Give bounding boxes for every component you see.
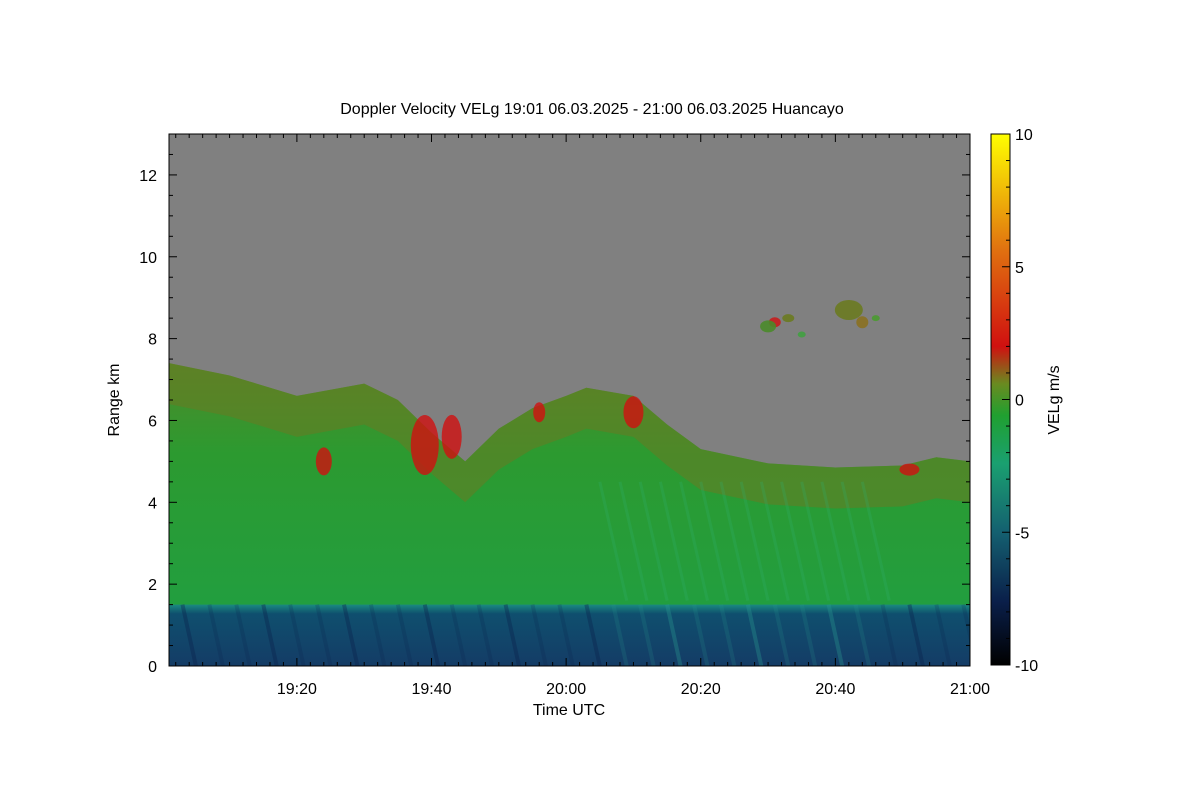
fall-streak <box>658 481 689 601</box>
x-axis: 19:20 19:40 20:00 20:20 20:40 21:00 <box>175 134 990 698</box>
y-tick-label: 4 <box>148 495 157 512</box>
fall-streak <box>780 481 810 601</box>
upper-echo <box>760 320 777 333</box>
surface-streak <box>476 604 495 666</box>
colorbar-tick-label: -5 <box>1015 525 1029 542</box>
fall-streak <box>860 481 891 601</box>
surface-streak <box>772 604 791 666</box>
surface-streak <box>826 604 845 666</box>
upper-echoes <box>760 299 880 338</box>
fall-streak <box>739 481 770 601</box>
upper-echo <box>797 331 806 338</box>
x-tick-label: 19:40 <box>411 681 451 698</box>
fall-streak <box>719 481 750 601</box>
x-tick-label: 20:00 <box>546 681 586 698</box>
surface-streak <box>638 604 656 666</box>
surface-streak <box>449 604 468 666</box>
y-axis-label: Range km <box>106 364 123 437</box>
fall-streak <box>598 481 629 601</box>
velocity-patch <box>533 402 546 423</box>
colorbar-tick-label: -10 <box>1015 658 1038 675</box>
chart-title: Doppler Velocity VELg 19:01 06.03.2025 -… <box>340 101 844 118</box>
velocity-patch <box>899 463 920 476</box>
x-tick-label: 20:40 <box>815 681 855 698</box>
surface-streak <box>934 604 952 666</box>
velocity-patch <box>441 414 462 459</box>
upper-echo <box>871 315 880 322</box>
surface-streak <box>368 604 387 666</box>
y-tick-label: 8 <box>148 332 157 349</box>
surface-streak <box>342 604 360 666</box>
y-tick-label: 0 <box>148 659 157 676</box>
surface-streak <box>853 604 871 666</box>
surface-streak <box>880 604 898 666</box>
surface-streak <box>692 604 710 666</box>
velocity-patch <box>410 415 439 476</box>
surface-streak <box>315 604 333 666</box>
near-surface-streaks <box>180 604 970 666</box>
colorbar-ticks: 10 5 0 -5 -10 <box>1002 127 1038 675</box>
cloud-echo-region <box>169 363 970 666</box>
colorbar-tick-label: 10 <box>1015 127 1033 144</box>
near-surface-layer <box>169 604 970 666</box>
fall-streak <box>638 481 669 601</box>
fall-streaks <box>598 481 891 601</box>
surface-streak <box>180 604 198 666</box>
surface-streak <box>530 604 548 666</box>
fall-streak <box>840 481 871 601</box>
y-axis: 0 2 4 6 8 10 12 <box>139 133 970 676</box>
y-tick-label: 2 <box>148 577 157 594</box>
upper-echo <box>856 316 869 329</box>
fall-streak <box>699 481 730 601</box>
y-tick-label: 6 <box>148 413 157 430</box>
x-tick-label: 19:20 <box>277 681 317 698</box>
positive-velocity-patches <box>315 317 920 476</box>
fall-streak <box>618 481 649 601</box>
y-tick-label: 10 <box>139 250 157 267</box>
surface-streak <box>422 604 441 666</box>
velocity-patch <box>315 447 332 476</box>
fall-streak <box>800 481 831 601</box>
y-tick-label: 12 <box>139 168 157 185</box>
x-tick-label: 20:20 <box>681 681 721 698</box>
surface-streak <box>745 604 764 666</box>
surface-streak <box>503 604 521 666</box>
surface-streak <box>665 604 683 666</box>
upper-echo <box>834 299 863 320</box>
fall-streak <box>820 481 851 601</box>
surface-streak <box>961 604 970 645</box>
plot-area <box>169 134 970 666</box>
surface-streak <box>261 604 279 666</box>
upper-echo <box>782 314 795 323</box>
surface-streak <box>718 604 737 666</box>
surface-streak <box>395 604 414 666</box>
surface-streak <box>611 604 629 666</box>
surface-streak <box>234 604 252 666</box>
colorbar-tick-label: 5 <box>1015 260 1024 277</box>
cloud-top-band <box>169 363 970 509</box>
fall-streak <box>679 481 709 601</box>
surface-streak <box>584 604 602 666</box>
surface-streak <box>288 604 306 666</box>
colorbar-label: VELg m/s <box>1046 365 1063 434</box>
surface-streak <box>907 604 925 666</box>
fall-streak <box>759 481 790 601</box>
surface-streak <box>799 604 818 666</box>
x-tick-label: 21:00 <box>950 681 990 698</box>
x-axis-label: Time UTC <box>533 702 605 719</box>
colorbar-tick-label: 0 <box>1015 393 1024 410</box>
surface-streak <box>557 604 575 666</box>
surface-streak <box>207 604 225 666</box>
velocity-patch <box>623 396 644 429</box>
